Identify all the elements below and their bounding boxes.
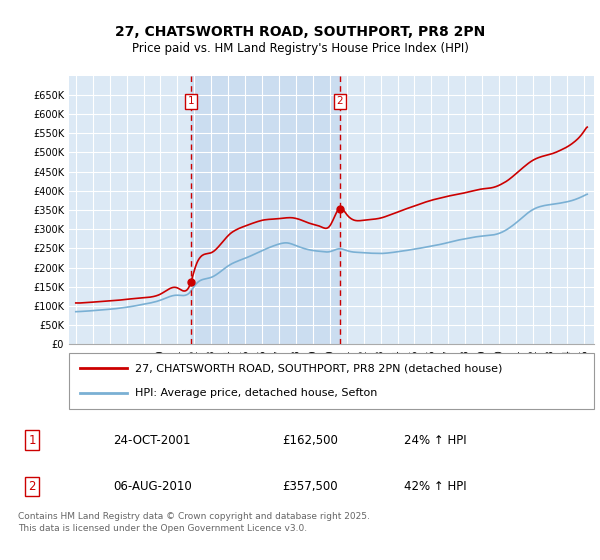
Text: 24-OCT-2001: 24-OCT-2001 <box>113 434 190 447</box>
Text: £357,500: £357,500 <box>283 480 338 493</box>
Text: 2: 2 <box>337 96 343 106</box>
Text: 24% ↑ HPI: 24% ↑ HPI <box>404 434 466 447</box>
FancyBboxPatch shape <box>69 353 594 409</box>
Text: £162,500: £162,500 <box>283 434 338 447</box>
Text: 27, CHATSWORTH ROAD, SOUTHPORT, PR8 2PN: 27, CHATSWORTH ROAD, SOUTHPORT, PR8 2PN <box>115 25 485 39</box>
Text: 1: 1 <box>28 434 36 447</box>
Bar <box>191 76 340 344</box>
Text: 1: 1 <box>188 96 194 106</box>
Text: 42% ↑ HPI: 42% ↑ HPI <box>404 480 466 493</box>
Text: HPI: Average price, detached house, Sefton: HPI: Average price, detached house, Seft… <box>134 388 377 398</box>
Text: 27, CHATSWORTH ROAD, SOUTHPORT, PR8 2PN (detached house): 27, CHATSWORTH ROAD, SOUTHPORT, PR8 2PN … <box>134 363 502 374</box>
Text: Contains HM Land Registry data © Crown copyright and database right 2025.
This d: Contains HM Land Registry data © Crown c… <box>18 512 370 533</box>
Text: Price paid vs. HM Land Registry's House Price Index (HPI): Price paid vs. HM Land Registry's House … <box>131 42 469 55</box>
Text: 06-AUG-2010: 06-AUG-2010 <box>113 480 191 493</box>
Text: 2: 2 <box>28 480 36 493</box>
